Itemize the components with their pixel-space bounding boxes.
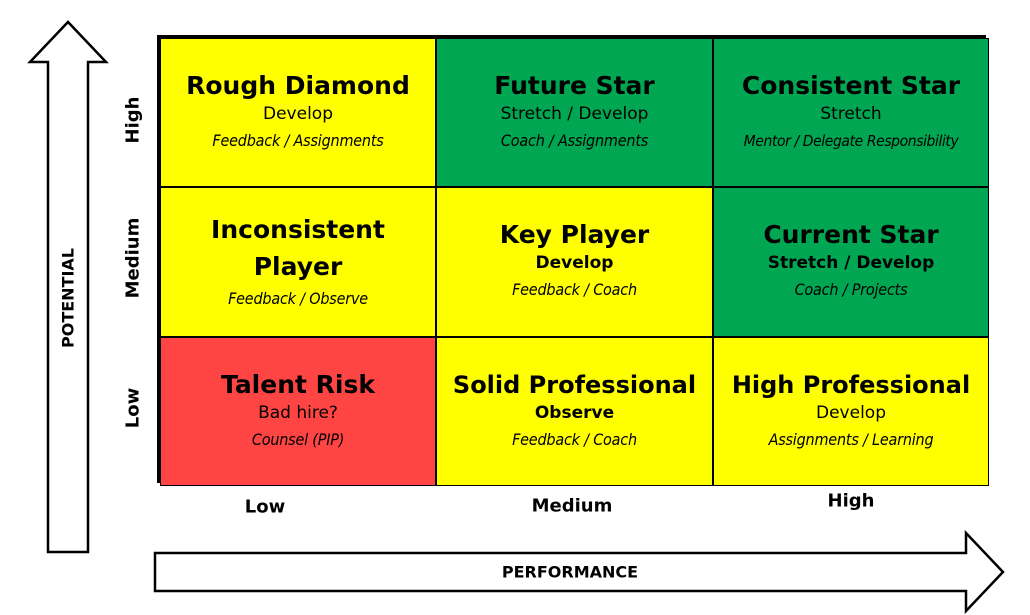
cell-key-player: Key Player Develop Feedback / Coach <box>436 187 713 337</box>
cell-methods: Feedback / Coach <box>512 429 637 449</box>
cell-methods: Coach / Projects <box>794 280 908 299</box>
cell-solid-professional: Solid Professional Observe Feedback / Co… <box>436 337 713 486</box>
cell-consistent-star: Consistent Star Stretch Mentor / Delegat… <box>713 38 989 187</box>
nine-box-grid: Rough Diamond Develop Feedback / Assignm… <box>157 35 989 486</box>
cell-action: Develop <box>263 103 333 124</box>
cell-future-star: Future Star Stretch / Develop Coach / As… <box>436 38 713 187</box>
cell-methods: Feedback / Coach <box>512 280 637 299</box>
cell-action: Stretch / Develop <box>500 103 649 124</box>
cell-title: Key Player <box>499 220 650 249</box>
potential-arrow <box>27 20 109 554</box>
cell-action: Develop <box>535 253 614 273</box>
y-level-high: High <box>122 96 144 144</box>
y-level-medium: Medium <box>122 217 144 299</box>
cell-methods: Counsel (PIP) <box>251 429 345 449</box>
x-level-high: High <box>827 490 875 512</box>
x-level-low: Low <box>244 496 286 518</box>
cell-action: Stretch <box>820 103 882 124</box>
cell-methods: Coach / Assignments <box>500 130 649 150</box>
cell-methods: Mentor / Delegate Responsibility <box>743 131 959 150</box>
cell-action: Stretch / Develop <box>767 253 935 273</box>
cell-inconsistent-player: Inconsistent Player Feedback / Observe <box>160 187 436 337</box>
y-level-low: Low <box>122 387 144 429</box>
cell-talent-risk: Talent Risk Bad hire? Counsel (PIP) <box>160 337 436 486</box>
cell-title: Solid Professional <box>452 370 697 399</box>
cell-methods: Feedback / Assignments <box>212 130 384 150</box>
cell-action: Bad hire? <box>258 402 338 423</box>
cell-title: Talent Risk <box>220 369 375 399</box>
cell-action: Develop <box>816 402 886 423</box>
cell-high-professional: High Professional Develop Assignments / … <box>713 337 989 486</box>
cell-methods: Assignments / Learning <box>768 429 934 449</box>
x-level-medium: Medium <box>531 495 613 517</box>
cell-title: Consistent Star <box>741 70 961 100</box>
cell-current-star: Current Star Stretch / Develop Coach / P… <box>713 187 989 337</box>
cell-title: Rough Diamond <box>186 70 410 100</box>
cell-title: High Professional <box>731 370 971 399</box>
cell-methods: Feedback / Observe <box>228 289 368 308</box>
cell-rough-diamond: Rough Diamond Develop Feedback / Assignm… <box>160 38 436 187</box>
cell-title: Future Star <box>494 70 655 100</box>
cell-title: Current Star <box>763 220 939 249</box>
y-axis-title: POTENTIAL <box>58 247 78 349</box>
cell-action: Observe <box>534 402 615 423</box>
cell-title: Inconsistent Player <box>211 215 385 281</box>
performance-arrow <box>153 529 1005 615</box>
x-axis-title: PERFORMANCE <box>501 562 639 582</box>
